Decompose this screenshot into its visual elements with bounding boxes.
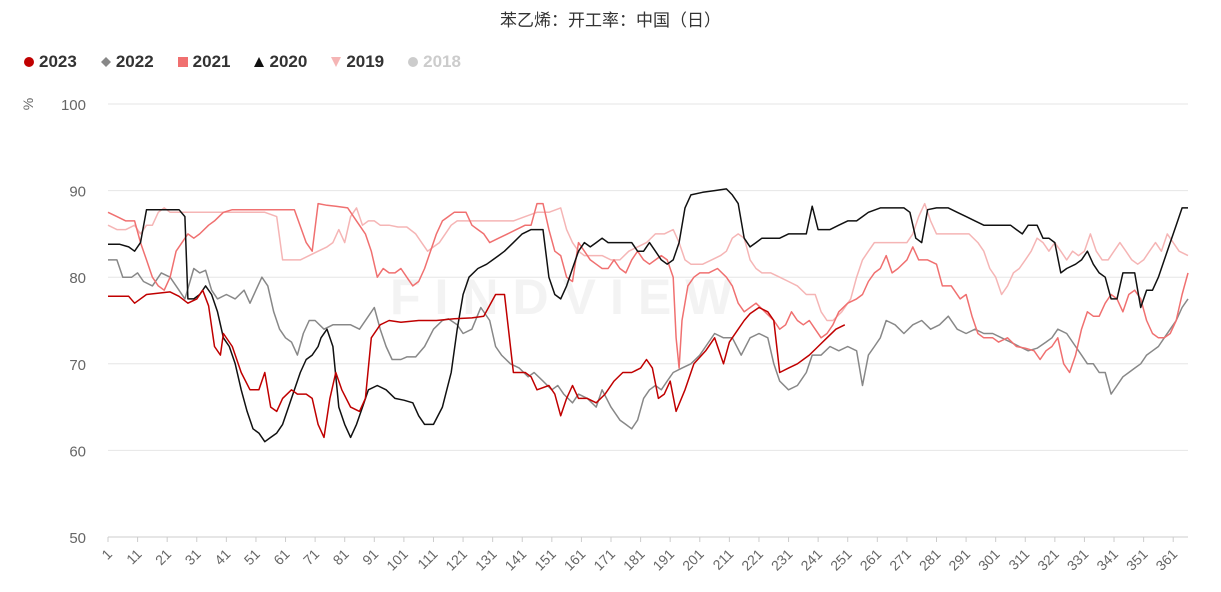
x-tick-label: 281 <box>916 546 944 574</box>
x-tick-label: 291 <box>945 546 973 574</box>
series-line-2022 <box>108 259 1189 430</box>
x-tick-label: 191 <box>649 546 677 574</box>
triangle-marker-icon <box>254 57 265 67</box>
x-tick-label: 91 <box>359 546 381 568</box>
x-tick-label: 61 <box>270 546 292 568</box>
legend-item-2022[interactable]: 2022 <box>99 52 154 72</box>
x-tick-label: 261 <box>857 546 885 574</box>
y-tick-label: 50 <box>69 530 86 547</box>
x-tick-label: 221 <box>738 546 766 574</box>
circle-marker-icon <box>24 57 34 67</box>
series-line-2023 <box>108 289 846 439</box>
x-tick-label: 361 <box>1152 546 1180 574</box>
series-line-2020 <box>108 188 1188 443</box>
x-tick-label: 331 <box>1064 546 1092 574</box>
x-tick-label: 211 <box>709 546 736 573</box>
x-tick-label: 121 <box>442 546 470 574</box>
x-tick-label: 251 <box>827 546 855 574</box>
series-line-2021 <box>107 202 1189 374</box>
triangle-down-marker-icon <box>331 57 342 67</box>
y-tick-label: 60 <box>69 443 86 460</box>
legend-item-2018[interactable]: 2018 <box>406 52 461 72</box>
x-tick-label: 31 <box>182 546 204 568</box>
x-tick-label: 71 <box>300 546 322 568</box>
y-tick-label: 70 <box>69 357 86 374</box>
x-tick-label: 301 <box>975 546 1003 574</box>
x-tick-label: 111 <box>414 546 441 573</box>
y-tick-label: 80 <box>69 270 86 287</box>
x-tick-label: 311 <box>1005 546 1032 573</box>
y-axis-label: % <box>20 98 36 110</box>
x-tick-label: 271 <box>886 546 914 574</box>
x-tick-label: 171 <box>590 546 618 574</box>
x-tick-label: 11 <box>123 546 145 568</box>
circle-marker-icon <box>408 57 419 67</box>
legend-item-2020[interactable]: 2020 <box>252 52 307 72</box>
x-tick-label: 21 <box>152 546 174 568</box>
legend-label: 2023 <box>39 52 77 71</box>
x-tick-label: 41 <box>211 546 233 568</box>
legend-item-2023[interactable]: 2023 <box>22 52 77 72</box>
legend-label: 2021 <box>192 52 231 71</box>
x-tick-label: 1 <box>98 546 115 563</box>
series-line-2019 <box>107 202 1189 322</box>
x-tick-label: 201 <box>679 546 707 574</box>
y-tick-label: 90 <box>69 184 86 201</box>
legend-label: 2019 <box>346 52 385 71</box>
chart-title: 苯乙烯：开工率：中国（日） <box>500 11 721 31</box>
diamond-marker-icon <box>100 57 111 67</box>
legend: 2023 2022 2021 2020 2019 2018 <box>22 50 483 74</box>
x-tick-label: 341 <box>1093 546 1121 574</box>
x-tick-label: 241 <box>797 546 825 574</box>
x-tick-label: 141 <box>502 546 530 574</box>
x-tick-label: 51 <box>241 546 263 568</box>
legend-item-2021[interactable]: 2021 <box>176 52 231 72</box>
x-tick-label: 151 <box>531 546 559 574</box>
legend-label: 2022 <box>115 52 154 71</box>
legend-label: 2020 <box>269 52 308 71</box>
x-tick-label: 351 <box>1123 546 1151 574</box>
x-tick-label: 81 <box>330 546 352 568</box>
x-tick-label: 231 <box>768 546 796 574</box>
square-marker-icon <box>177 57 188 67</box>
legend-item-2019[interactable]: 2019 <box>329 52 384 72</box>
x-tick-label: 161 <box>561 546 589 574</box>
x-tick-label: 131 <box>472 546 500 574</box>
x-tick-label: 321 <box>1034 546 1062 574</box>
y-tick-label: 100 <box>61 97 86 114</box>
legend-label: 2018 <box>423 52 461 71</box>
x-tick-label: 101 <box>383 546 411 574</box>
x-tick-label: 181 <box>620 546 648 574</box>
